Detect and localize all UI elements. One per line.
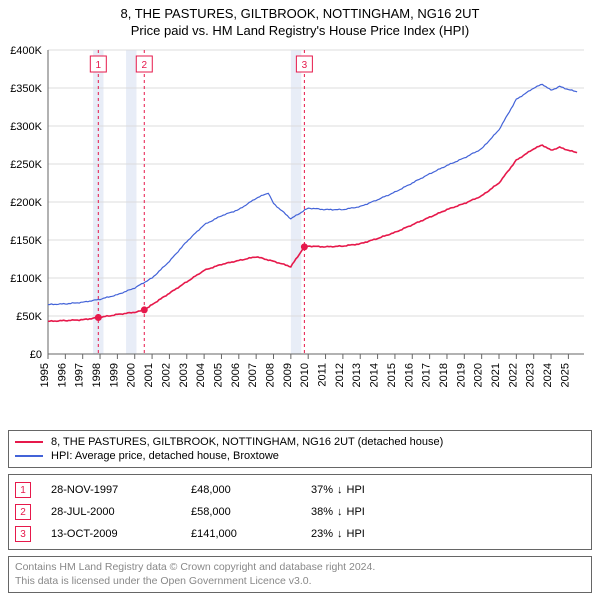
legend-swatch (15, 441, 43, 443)
svg-text:2023: 2023 (525, 363, 537, 387)
transaction-date: 28-NOV-1997 (51, 484, 191, 496)
down-arrow-icon: ↓ (337, 484, 343, 496)
svg-text:1999: 1999 (108, 363, 120, 387)
page-subtitle: Price paid vs. HM Land Registry's House … (4, 23, 596, 38)
svg-text:2024: 2024 (542, 363, 554, 387)
svg-text:2007: 2007 (247, 363, 259, 387)
svg-text:2: 2 (141, 60, 147, 71)
down-arrow-icon: ↓ (337, 506, 343, 518)
svg-text:£400K: £400K (10, 45, 42, 57)
transaction-table: 1 28-NOV-1997£48,00037%↓HPI 2 28-JUL-2000£5… (8, 474, 592, 550)
svg-text:2009: 2009 (282, 363, 294, 387)
svg-text:£350K: £350K (10, 83, 42, 95)
svg-text:2019: 2019 (455, 363, 467, 387)
svg-text:1996: 1996 (56, 363, 68, 387)
note-line: Contains HM Land Registry data © Crown c… (15, 561, 585, 575)
svg-text:£0: £0 (30, 349, 42, 361)
svg-text:2004: 2004 (195, 363, 207, 387)
transaction-diff: 38%↓HPI (311, 506, 365, 518)
page-title: 8, THE PASTURES, GILTBROOK, NOTTINGHAM, … (4, 6, 596, 21)
transaction-marker: 2 (15, 504, 31, 520)
svg-text:2014: 2014 (369, 363, 381, 387)
svg-text:1998: 1998 (91, 363, 103, 387)
legend: 8, THE PASTURES, GILTBROOK, NOTTINGHAM, … (8, 430, 592, 468)
legend-item: 8, THE PASTURES, GILTBROOK, NOTTINGHAM, … (15, 435, 585, 449)
down-arrow-icon: ↓ (337, 528, 343, 540)
svg-text:2005: 2005 (212, 363, 224, 387)
transaction-row: 1 28-NOV-1997£48,00037%↓HPI (15, 479, 585, 501)
svg-text:2016: 2016 (403, 363, 415, 387)
svg-text:1: 1 (96, 60, 102, 71)
svg-text:2012: 2012 (334, 363, 346, 387)
svg-text:2011: 2011 (317, 363, 329, 387)
transaction-price: £48,000 (191, 484, 311, 496)
svg-text:£150K: £150K (10, 235, 42, 247)
svg-text:2017: 2017 (421, 363, 433, 387)
transaction-price: £58,000 (191, 506, 311, 518)
transaction-date: 28-JUL-2000 (51, 506, 191, 518)
line-chart: £0 £50K £100K £150K £200K £250K £300K £350K £400… (4, 44, 596, 424)
transaction-date: 13-OCT-2009 (51, 528, 191, 540)
svg-text:£100K: £100K (10, 273, 42, 285)
svg-text:£300K: £300K (10, 121, 42, 133)
svg-text:2022: 2022 (507, 363, 519, 387)
svg-text:2000: 2000 (126, 363, 138, 387)
note-line: This data is licensed under the Open Gov… (15, 575, 585, 589)
transaction-diff: 37%↓HPI (311, 484, 365, 496)
svg-text:£200K: £200K (10, 197, 42, 209)
svg-text:2002: 2002 (160, 363, 172, 387)
legend-item: HPI: Average price, detached house, Brox… (15, 449, 585, 463)
legend-label: 8, THE PASTURES, GILTBROOK, NOTTINGHAM, … (51, 436, 443, 448)
svg-text:£50K: £50K (16, 311, 42, 323)
attribution-note: Contains HM Land Registry data © Crown c… (8, 556, 592, 593)
transaction-marker: 1 (15, 482, 31, 498)
transaction-price: £141,000 (191, 528, 311, 540)
svg-text:1995: 1995 (39, 363, 51, 387)
legend-label: HPI: Average price, detached house, Brox… (51, 450, 279, 462)
transaction-diff: 23%↓HPI (311, 528, 365, 540)
svg-text:1997: 1997 (74, 363, 86, 387)
svg-text:2006: 2006 (230, 363, 242, 387)
svg-text:2020: 2020 (473, 363, 485, 387)
svg-text:2008: 2008 (265, 363, 277, 387)
transaction-row: 3 13-OCT-2009£141,00023%↓HPI (15, 523, 585, 545)
transaction-marker: 3 (15, 526, 31, 542)
svg-text:2001: 2001 (143, 363, 155, 387)
transaction-row: 2 28-JUL-2000£58,00038%↓HPI (15, 501, 585, 523)
svg-text:2003: 2003 (178, 363, 190, 387)
svg-text:2021: 2021 (490, 363, 502, 387)
svg-text:2013: 2013 (351, 363, 363, 387)
legend-swatch (15, 455, 43, 457)
svg-text:2025: 2025 (559, 363, 571, 387)
svg-text:2010: 2010 (299, 363, 311, 387)
svg-text:2018: 2018 (438, 363, 450, 387)
svg-text:£250K: £250K (10, 159, 42, 171)
svg-text:3: 3 (302, 60, 308, 71)
svg-text:2015: 2015 (386, 363, 398, 387)
